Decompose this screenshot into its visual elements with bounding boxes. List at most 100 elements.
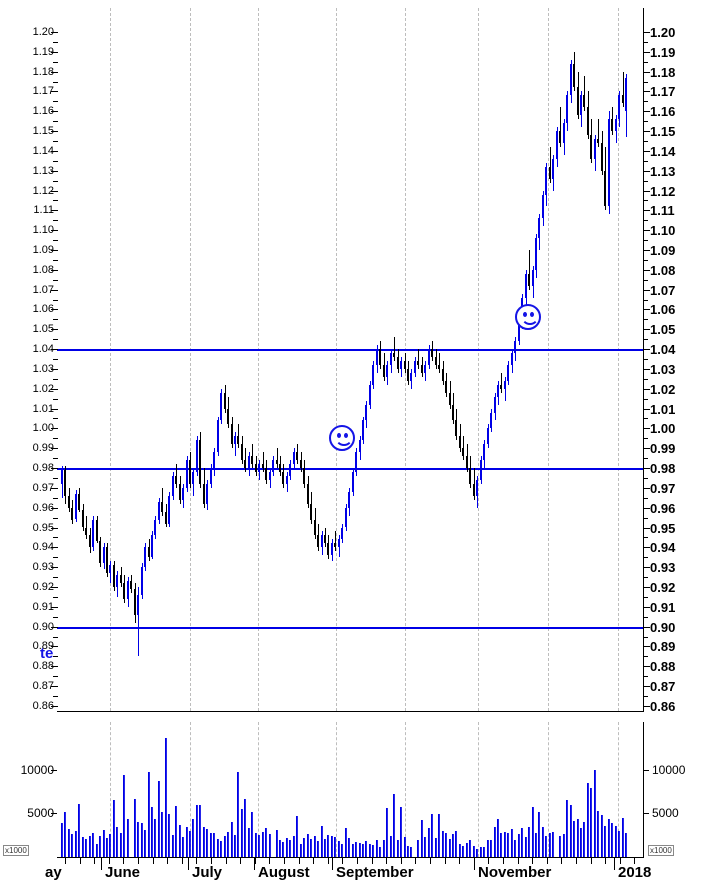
ohlc-wick: [504, 376, 506, 401]
price-tick-left: [51, 686, 58, 688]
price-tick-label-left: 1.04: [32, 343, 54, 356]
price-tick-left: [51, 91, 58, 93]
ohlc-body: [458, 436, 461, 449]
price-tick-label-right: 1.16: [650, 104, 676, 120]
month-separator-tick: [614, 858, 615, 870]
volume-bar: [254, 833, 256, 857]
volume-bar: [283, 842, 285, 857]
volume-bar: [110, 834, 112, 857]
volume-bar: [507, 832, 509, 857]
price-tick-left: [51, 705, 58, 707]
volume-bar: [452, 834, 454, 857]
price-minor-tick-right: [643, 557, 648, 559]
ohlc-wick: [473, 468, 475, 500]
volume-bar: [237, 772, 239, 857]
ohlc-body: [116, 575, 119, 587]
volume-tick-right: [643, 813, 649, 815]
price-tick-left: [51, 428, 58, 430]
volume-bar: [393, 794, 395, 857]
volume-scale-badge-right: x1000: [648, 845, 674, 856]
volume-vertical-gridline: [405, 722, 406, 857]
volume-bar: [522, 828, 524, 857]
ohlc-body: [327, 543, 330, 556]
volume-bar: [441, 830, 443, 857]
volume-bar: [539, 812, 541, 857]
volume-bar: [251, 811, 253, 857]
price-minor-tick-right: [643, 359, 648, 361]
volume-bar: [375, 839, 377, 857]
volume-bar: [95, 843, 97, 857]
volume-bar: [227, 831, 229, 857]
volume-bar: [351, 843, 353, 857]
price-tick-right: [643, 150, 650, 152]
ohlc-body: [199, 440, 202, 484]
volume-bar: [553, 831, 555, 857]
volume-bar: [238, 772, 240, 857]
price-tick-right: [643, 428, 650, 430]
price-minor-tick-right: [643, 240, 648, 242]
volume-bar: [317, 841, 319, 857]
ohlc-body: [285, 475, 288, 484]
ohlc-body: [500, 384, 503, 389]
ohlc-body: [393, 353, 396, 358]
volume-bar: [472, 845, 474, 857]
price-tick-label-right: 1.00: [650, 421, 676, 437]
price-tick-right: [643, 606, 650, 608]
ohlc-body: [261, 464, 264, 469]
volume-bar: [386, 808, 388, 857]
week-minor-tick: [357, 858, 358, 864]
week-minor-tick: [547, 858, 548, 864]
volume-bar: [373, 844, 375, 857]
volume-bar: [396, 839, 398, 857]
volume-bar: [549, 833, 551, 857]
price-tick-label-left: 0.94: [32, 541, 54, 554]
price-minor-tick-right: [643, 101, 648, 103]
volume-bar: [100, 836, 102, 857]
volume-bar: [279, 839, 281, 857]
ohlc-body: [562, 123, 565, 143]
week-minor-tick: [153, 858, 154, 864]
volume-bar: [268, 834, 270, 857]
volume-bar: [192, 819, 194, 857]
week-minor-tick: [342, 858, 343, 864]
volume-bar: [496, 819, 498, 857]
price-tick-label-right: 1.14: [650, 143, 676, 159]
volume-bar: [334, 836, 336, 857]
volume-bar: [261, 831, 263, 857]
smiley-annotation-icon[interactable]: [329, 425, 356, 452]
price-tick-label-right: 0.96: [650, 500, 676, 516]
volume-bar: [335, 836, 337, 857]
price-tick-right: [643, 567, 650, 569]
volume-bar: [234, 835, 235, 857]
volume-bar: [224, 836, 226, 857]
ohlc-wick: [529, 250, 531, 290]
price-tick-left: [51, 388, 58, 390]
price-minor-tick-left: [53, 359, 58, 361]
month-separator-tick: [332, 858, 333, 870]
week-minor-tick: [94, 858, 95, 864]
price-tick-left: [51, 626, 58, 628]
ohlc-body: [275, 460, 278, 465]
ohlc-body: [362, 420, 365, 441]
volume-bar: [574, 821, 576, 857]
price-minor-tick-right: [643, 160, 648, 162]
volume-bar: [65, 812, 67, 857]
price-reference-line[interactable]: [57, 626, 643, 629]
price-minor-tick-right: [643, 299, 648, 301]
volume-chart-panel[interactable]: [57, 722, 643, 857]
volume-bar: [421, 820, 423, 857]
volume-bar: [171, 835, 173, 857]
ohlc-body: [310, 503, 313, 520]
price-reference-line[interactable]: [57, 349, 643, 352]
smiley-annotation-icon[interactable]: [515, 304, 542, 331]
volume-bar: [607, 818, 609, 857]
price-tick-right: [643, 230, 650, 232]
week-minor-tick: [211, 858, 212, 864]
price-reference-line[interactable]: [57, 468, 643, 471]
ohlc-body: [524, 273, 527, 298]
ohlc-body: [61, 470, 63, 484]
volume-bar: [172, 835, 174, 857]
ohlc-wick: [138, 586, 140, 657]
volume-bar: [462, 845, 464, 857]
price-chart-panel[interactable]: [57, 8, 643, 711]
